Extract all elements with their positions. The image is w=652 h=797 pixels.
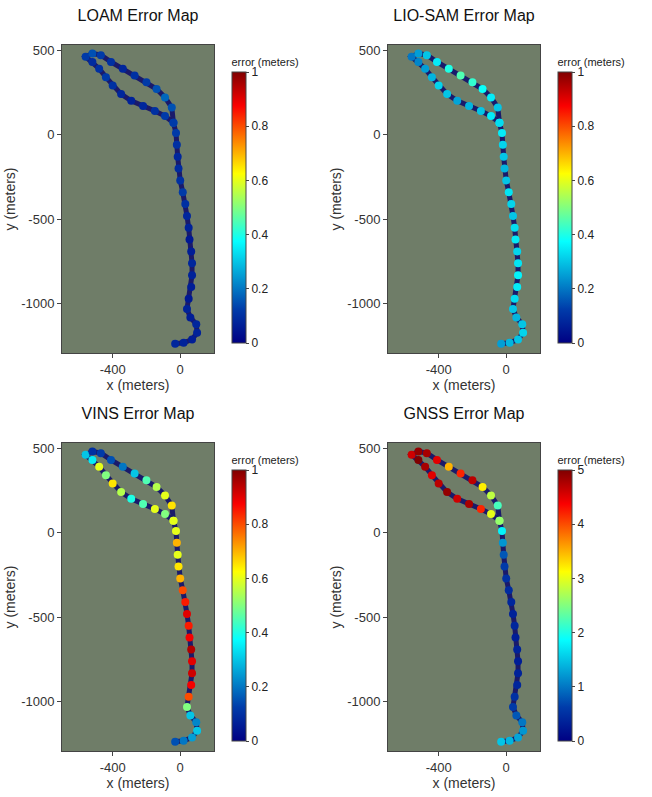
svg-text:0: 0 (373, 525, 380, 540)
svg-text:1: 1 (251, 463, 258, 477)
svg-text:0: 0 (251, 336, 258, 350)
svg-text:y (meters): y (meters) (328, 168, 344, 231)
svg-text:0: 0 (47, 525, 54, 540)
svg-text:0.6: 0.6 (577, 174, 594, 188)
svg-text:2: 2 (577, 626, 584, 640)
svg-text:-1000: -1000 (347, 296, 380, 311)
svg-text:y (meters): y (meters) (2, 168, 18, 231)
svg-text:3: 3 (577, 572, 584, 586)
svg-text:x (meters): x (meters) (107, 377, 170, 393)
svg-text:-500: -500 (28, 610, 54, 625)
svg-text:0.2: 0.2 (577, 282, 594, 296)
svg-text:0.8: 0.8 (251, 119, 268, 133)
svg-text:1: 1 (577, 680, 584, 694)
svg-text:1: 1 (251, 65, 258, 79)
svg-text:0: 0 (503, 760, 510, 775)
svg-text:-400: -400 (100, 760, 126, 775)
svg-text:-1000: -1000 (21, 694, 54, 709)
svg-text:0: 0 (47, 127, 54, 142)
svg-text:5: 5 (577, 463, 584, 477)
svg-text:error (meters): error (meters) (232, 56, 299, 68)
svg-text:0.2: 0.2 (251, 282, 268, 296)
svg-text:0.8: 0.8 (577, 119, 594, 133)
svg-text:0: 0 (577, 336, 584, 350)
svg-text:0: 0 (177, 760, 184, 775)
svg-text:0.4: 0.4 (251, 626, 268, 640)
svg-text:error (meters): error (meters) (558, 56, 625, 68)
svg-text:VINS Error Map: VINS Error Map (82, 405, 195, 422)
svg-text:error (meters): error (meters) (232, 454, 299, 466)
svg-text:-400: -400 (100, 362, 126, 377)
svg-text:0: 0 (577, 734, 584, 748)
svg-text:-500: -500 (354, 610, 380, 625)
svg-text:-1000: -1000 (21, 296, 54, 311)
svg-text:500: 500 (359, 441, 381, 456)
svg-text:500: 500 (33, 441, 55, 456)
svg-text:0.4: 0.4 (251, 228, 268, 242)
svg-text:error (meters): error (meters) (558, 454, 625, 466)
svg-text:0.8: 0.8 (251, 517, 268, 531)
svg-text:4: 4 (577, 517, 584, 531)
svg-text:0: 0 (251, 734, 258, 748)
svg-text:0: 0 (373, 127, 380, 142)
svg-text:-500: -500 (354, 212, 380, 227)
svg-text:GNSS Error Map: GNSS Error Map (404, 405, 525, 422)
svg-text:1: 1 (577, 65, 584, 79)
svg-text:y (meters): y (meters) (2, 566, 18, 629)
svg-text:0.2: 0.2 (251, 680, 268, 694)
svg-text:500: 500 (33, 43, 55, 58)
svg-text:0.6: 0.6 (251, 572, 268, 586)
svg-text:0: 0 (177, 362, 184, 377)
svg-text:x (meters): x (meters) (433, 775, 496, 791)
svg-text:x (meters): x (meters) (107, 775, 170, 791)
svg-text:0: 0 (503, 362, 510, 377)
svg-text:y (meters): y (meters) (328, 566, 344, 629)
svg-text:LIO-SAM Error Map: LIO-SAM Error Map (393, 7, 534, 24)
svg-text:-1000: -1000 (347, 694, 380, 709)
svg-text:LOAM Error Map: LOAM Error Map (78, 7, 199, 24)
svg-text:-400: -400 (426, 760, 452, 775)
svg-text:x (meters): x (meters) (433, 377, 496, 393)
svg-text:0.6: 0.6 (251, 174, 268, 188)
svg-text:-500: -500 (28, 212, 54, 227)
svg-text:-400: -400 (426, 362, 452, 377)
svg-text:500: 500 (359, 43, 381, 58)
svg-text:0.4: 0.4 (577, 228, 594, 242)
